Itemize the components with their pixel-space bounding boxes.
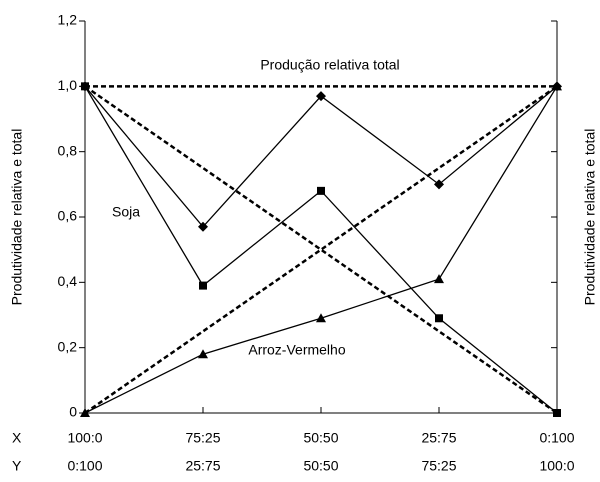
reference-line xyxy=(84,85,558,415)
marker xyxy=(198,221,208,232)
marker xyxy=(316,91,326,102)
category-row-name: Y xyxy=(12,458,22,474)
marker xyxy=(553,409,561,417)
marker xyxy=(434,274,444,284)
x-tick-label: 25:75 xyxy=(421,430,456,446)
y2-axis-label: Produtividade relativa e total xyxy=(582,129,598,306)
marker xyxy=(81,82,89,91)
y-tick-label: 0,6 xyxy=(58,208,78,224)
marker xyxy=(435,314,443,323)
x-tick-label: 0:100 xyxy=(67,458,102,474)
y-tick-label: 1,0 xyxy=(58,77,78,93)
series-label: Arroz-Vermelho xyxy=(248,342,345,358)
y-tick-label: 0,8 xyxy=(58,142,78,158)
marker xyxy=(80,408,90,417)
x-tick-label: 100:0 xyxy=(539,458,574,474)
marker xyxy=(434,179,444,190)
x-tick-label: 75:25 xyxy=(421,458,456,474)
y-axis-label: Produtividade relativa e total xyxy=(9,129,25,306)
x-tick-label: 0:100 xyxy=(539,430,574,446)
y-tick-label: 1,2 xyxy=(58,12,78,28)
y-tick-label: 0,4 xyxy=(58,273,78,289)
category-row-name: X xyxy=(12,430,22,446)
x-tick-label: 50:50 xyxy=(303,458,338,474)
series-label: Soja xyxy=(112,204,140,220)
x-tick-label: 100:0 xyxy=(67,430,102,446)
marker xyxy=(199,281,207,290)
marker xyxy=(552,81,562,91)
reference-line xyxy=(84,85,558,415)
marker xyxy=(198,349,208,359)
series-line xyxy=(84,85,558,414)
y-tick-label: 0 xyxy=(69,404,77,420)
x-tick-label: 75:25 xyxy=(185,430,220,446)
series-line xyxy=(84,86,558,414)
x-tick-label: 50:50 xyxy=(303,430,338,446)
marker xyxy=(317,186,325,195)
x-tick-label: 25:75 xyxy=(185,458,220,474)
marker xyxy=(316,313,326,323)
series-label: Produção relativa total xyxy=(260,57,399,73)
y-tick-label: 0,2 xyxy=(58,338,78,354)
